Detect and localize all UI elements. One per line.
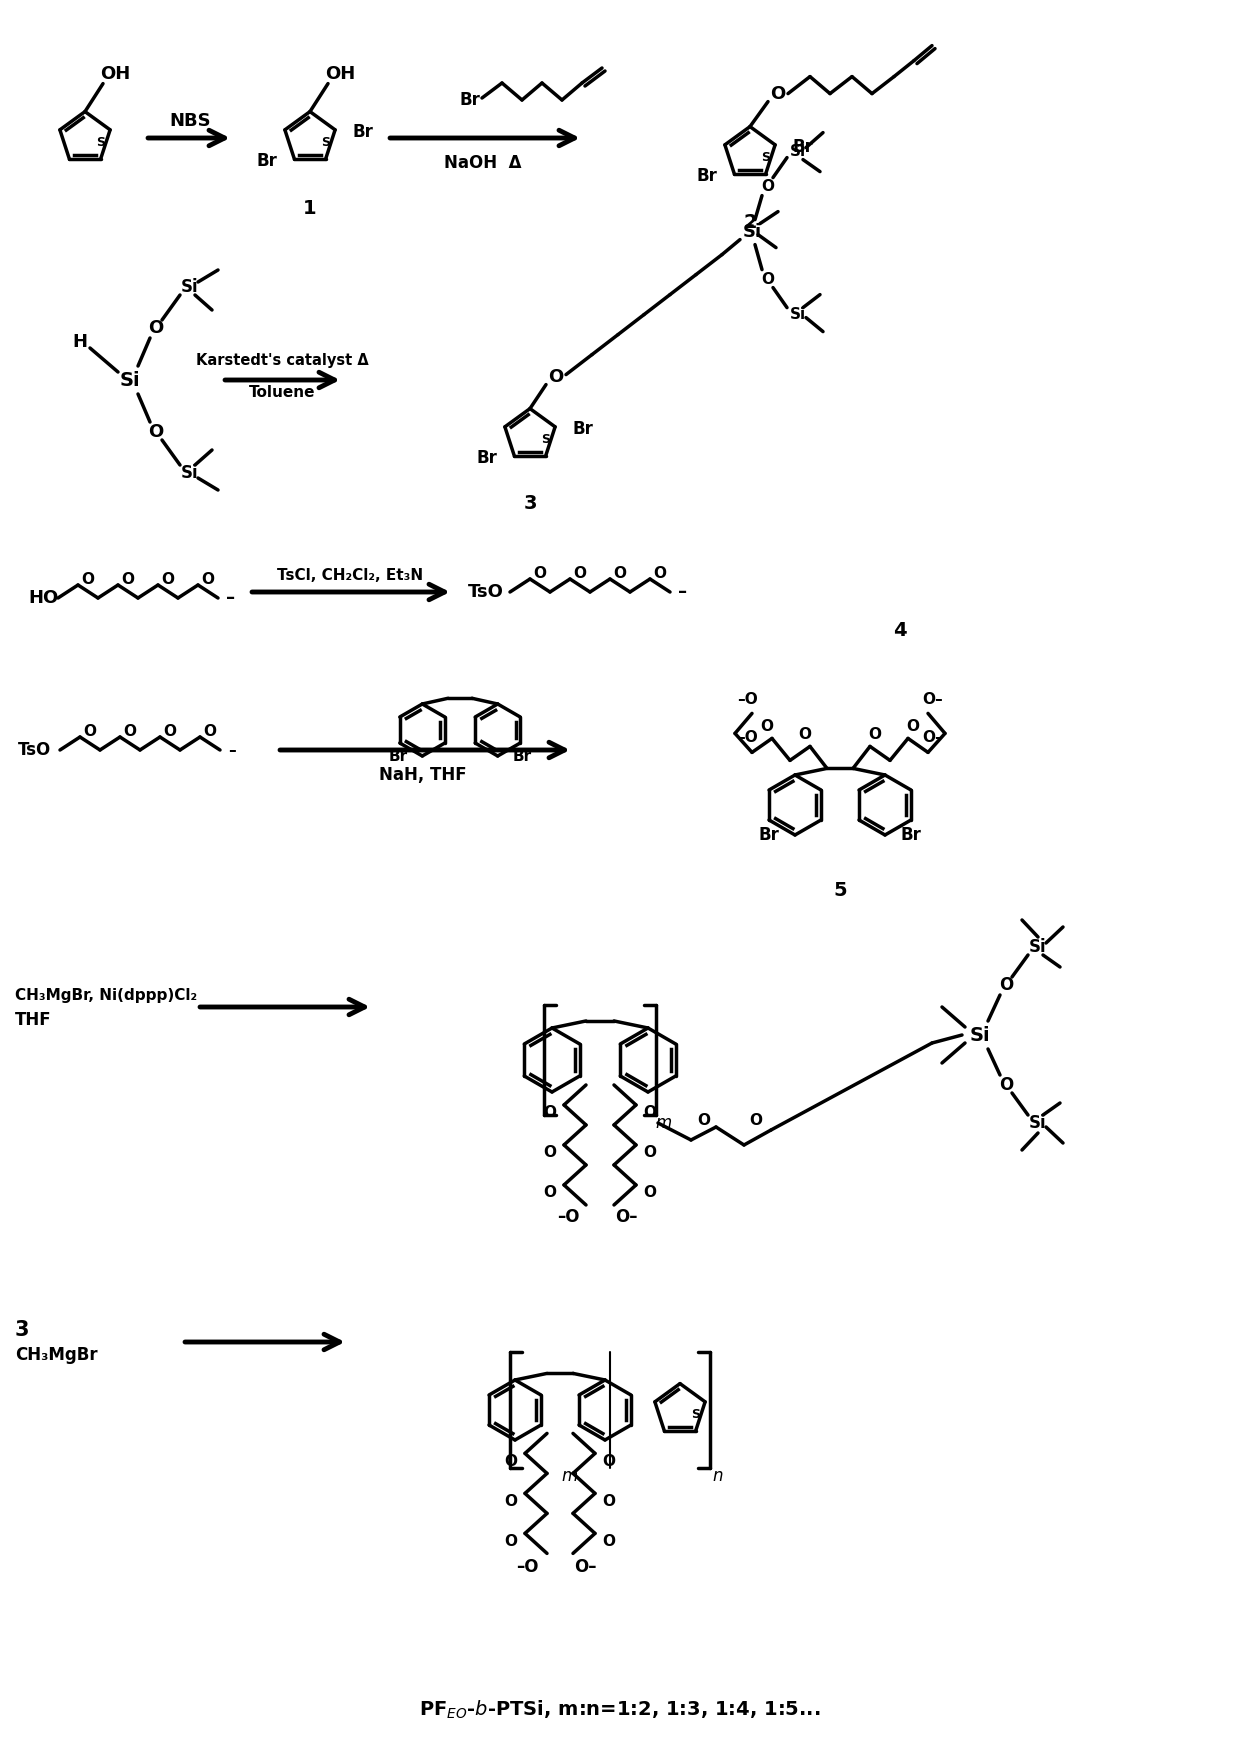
Text: O: O — [164, 724, 176, 739]
Text: O: O — [653, 567, 667, 581]
Text: O: O — [603, 1454, 615, 1468]
Text: –: – — [226, 589, 236, 607]
Text: Si: Si — [181, 464, 198, 481]
Text: O: O — [573, 567, 587, 581]
Text: Br: Br — [476, 450, 497, 467]
Text: n: n — [713, 1467, 723, 1484]
Text: S: S — [95, 136, 104, 150]
Text: O: O — [124, 724, 136, 739]
Text: O: O — [533, 567, 547, 581]
Text: O: O — [543, 1186, 557, 1200]
Text: Br: Br — [696, 167, 717, 185]
Text: NBS: NBS — [169, 112, 211, 131]
Text: TsO: TsO — [19, 741, 51, 759]
Text: Br: Br — [573, 420, 594, 438]
Text: O: O — [749, 1113, 763, 1128]
Text: O: O — [203, 724, 217, 739]
Text: O: O — [505, 1535, 517, 1549]
Text: –O: –O — [737, 731, 758, 745]
Text: O–: O– — [574, 1559, 596, 1577]
Text: O: O — [999, 977, 1013, 994]
Text: O: O — [82, 572, 94, 588]
Text: Br: Br — [512, 748, 531, 764]
Text: 4: 4 — [893, 621, 906, 640]
Text: Si: Si — [790, 307, 806, 323]
Text: –O: –O — [516, 1559, 538, 1577]
Text: O: O — [644, 1186, 656, 1200]
Text: Br: Br — [352, 122, 373, 141]
Text: THF: THF — [15, 1012, 52, 1029]
Text: CH₃MgBr: CH₃MgBr — [15, 1346, 98, 1364]
Text: O: O — [761, 272, 775, 288]
Text: NaH, THF: NaH, THF — [379, 766, 466, 785]
Text: O: O — [603, 1495, 615, 1509]
Text: Br: Br — [388, 748, 408, 764]
Text: O–: O– — [615, 1209, 637, 1226]
Text: O: O — [760, 719, 774, 734]
Text: O: O — [83, 724, 97, 739]
Text: 3: 3 — [523, 494, 537, 513]
Text: Si: Si — [1029, 938, 1047, 956]
Text: O: O — [868, 727, 882, 741]
Text: O–: O– — [923, 731, 944, 745]
Text: Karstedt's catalyst Δ: Karstedt's catalyst Δ — [196, 352, 368, 368]
Text: Br: Br — [459, 91, 480, 108]
Text: OH: OH — [100, 65, 130, 82]
Text: 1: 1 — [304, 199, 316, 218]
Text: Br: Br — [759, 827, 780, 844]
Text: OH: OH — [325, 65, 355, 82]
Text: O: O — [149, 424, 164, 441]
Text: m: m — [656, 1114, 672, 1132]
Text: S: S — [760, 152, 770, 164]
Text: O: O — [505, 1495, 517, 1509]
Text: S: S — [541, 434, 549, 446]
Text: NaOH  Δ: NaOH Δ — [444, 153, 522, 173]
Text: –: – — [678, 582, 687, 602]
Text: O: O — [770, 85, 786, 103]
Text: HO: HO — [29, 589, 58, 607]
Text: O: O — [122, 572, 134, 588]
Text: –: – — [228, 743, 236, 757]
Text: 5: 5 — [833, 881, 847, 900]
Text: Si: Si — [120, 370, 140, 389]
Text: PF$_{EO}$-$b$-PTSi, m:n=1:2, 1:3, 1:4, 1:5...: PF$_{EO}$-$b$-PTSi, m:n=1:2, 1:3, 1:4, 1… — [419, 1699, 821, 1721]
Text: O: O — [548, 368, 564, 385]
Text: O: O — [761, 180, 775, 194]
Text: O–: O– — [923, 692, 944, 706]
Text: O: O — [644, 1146, 656, 1160]
Text: O: O — [999, 1076, 1013, 1093]
Text: S: S — [691, 1409, 699, 1421]
Text: 2: 2 — [743, 213, 756, 232]
Text: –O: –O — [557, 1209, 579, 1226]
Text: O: O — [543, 1106, 557, 1120]
Text: O: O — [149, 319, 164, 337]
Text: O: O — [614, 567, 626, 581]
Text: m: m — [562, 1467, 578, 1484]
Text: O: O — [697, 1113, 711, 1128]
Text: O: O — [906, 719, 920, 734]
Text: Si: Si — [181, 277, 198, 296]
Text: O: O — [603, 1535, 615, 1549]
Text: O: O — [644, 1106, 656, 1120]
Text: O: O — [201, 572, 215, 588]
Text: O: O — [799, 727, 811, 741]
Text: O: O — [161, 572, 175, 588]
Text: Si: Si — [743, 223, 761, 241]
Text: Br: Br — [900, 827, 921, 844]
Text: Br: Br — [255, 152, 277, 171]
Text: Toluene: Toluene — [249, 384, 315, 399]
Text: CH₃MgBr, Ni(dppp)Cl₂: CH₃MgBr, Ni(dppp)Cl₂ — [15, 987, 197, 1003]
Text: Si: Si — [1029, 1114, 1047, 1132]
Text: S: S — [321, 136, 330, 150]
Text: –O: –O — [737, 692, 758, 706]
Text: Si: Si — [970, 1025, 991, 1045]
Text: Si: Si — [790, 145, 806, 159]
Text: Br: Br — [792, 138, 813, 155]
Text: O: O — [505, 1454, 517, 1468]
Text: TsCl, CH₂Cl₂, Et₃N: TsCl, CH₂Cl₂, Et₃N — [277, 567, 423, 582]
Text: O: O — [543, 1146, 557, 1160]
Text: 3: 3 — [15, 1320, 30, 1339]
Text: TsO: TsO — [467, 582, 503, 602]
Text: H: H — [72, 333, 88, 351]
